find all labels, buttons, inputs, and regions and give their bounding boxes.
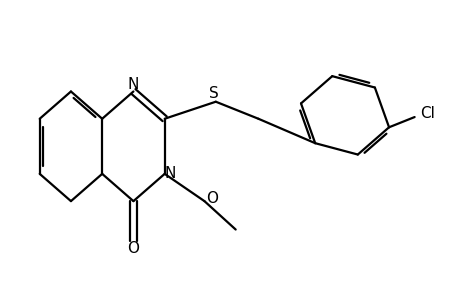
Text: N: N — [128, 76, 139, 92]
Text: Cl: Cl — [420, 106, 434, 121]
Text: N: N — [164, 167, 176, 182]
Text: O: O — [206, 191, 218, 206]
Text: O: O — [127, 241, 139, 256]
Text: S: S — [209, 86, 218, 101]
